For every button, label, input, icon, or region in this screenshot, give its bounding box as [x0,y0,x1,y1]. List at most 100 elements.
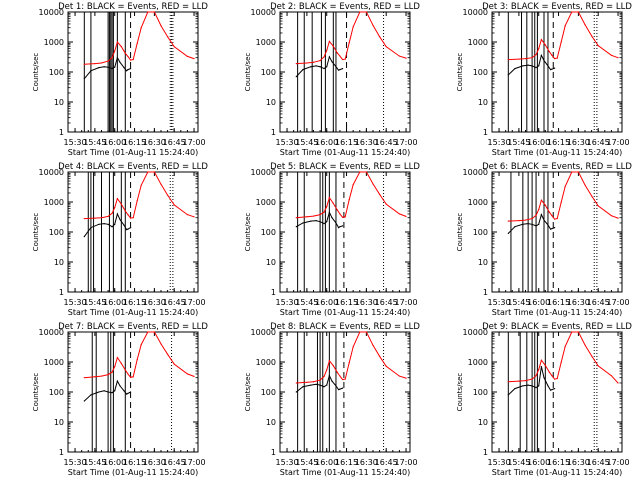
events-data-point [538,65,540,67]
lld-data-point [107,374,109,376]
x-tick-label: 16:15 [123,458,146,467]
events-data-point [507,74,509,76]
events-data-point [123,224,125,226]
events-data-point [107,391,109,393]
events-data-point [319,221,321,223]
x-tick-label: 17:00 [183,298,206,307]
lld-data-point [577,171,579,173]
events-data-point [550,228,552,230]
chart-title: Det 1: BLACK = Events, RED = LLD [58,2,208,12]
events-data-point [550,69,552,71]
lld-data-point [120,362,122,364]
events-data-point [507,394,509,396]
lld-data-point [166,36,169,38]
lld-data-point [538,48,540,50]
lld-data-point [166,194,169,196]
events-data-point [103,390,105,392]
events-data-point [315,383,317,385]
lld-data-point [306,62,308,64]
events-data-point [114,66,116,68]
y-tick-label: 10000 [251,168,276,177]
y-tick-label: 1 [483,288,488,297]
lld-data-point [553,218,556,220]
lld-data-point [186,214,189,216]
x-tick-label: 15:45 [507,458,530,467]
y-axis-label: Counts/sec [32,53,40,92]
lld-data-point [551,375,553,377]
events-data-point [514,387,516,390]
lld-data-point [544,44,546,46]
lld-data-point [336,209,338,211]
lld-series-line [84,171,195,220]
y-tick-label: 1000 [256,198,276,207]
lld-data-point [295,217,297,219]
events-data-point [129,67,132,70]
lld-data-point [524,219,527,221]
lld-data-point [597,45,599,47]
lld-data-point [94,376,96,378]
x-tick-label: 15:45 [83,458,106,467]
lld-data-point [590,195,593,197]
events-data-point [522,385,524,387]
lld-data-point [328,40,330,42]
lld-data-point [378,355,381,357]
lld-data-point [507,220,509,222]
x-tick-label: 16:30 [355,458,378,467]
events-data-point [116,213,118,215]
y-axis-label: Counts/sec [244,53,252,92]
plot-frame [279,11,411,133]
y-tick-label: 10 [478,98,488,107]
x-axis-label: Start Time (01-Aug-11 15:24:40) [68,148,199,157]
x-tick-label: 16:30 [567,458,590,467]
lld-data-point [344,216,346,218]
events-data-point [553,227,556,229]
events-data-point [103,223,105,225]
events-data-point [111,392,113,394]
lld-data-point [524,379,527,382]
lld-data-point [83,217,85,220]
x-tick-label: 17:00 [395,138,418,147]
lld-data-point [531,217,533,220]
lld-data-point [538,368,540,371]
x-tick-label: 15:30 [488,458,511,467]
lld-data-point [328,197,330,199]
y-tick-label: 100 [49,228,64,237]
events-data-point [116,380,118,382]
events-data-point [123,390,125,392]
x-tick-label: 16:00 [527,298,550,307]
y-tick-label: 1 [59,288,64,297]
lld-data-point [100,62,103,64]
y-tick-label: 10 [54,418,64,427]
lld-data-point [114,207,116,209]
lld-data-point [560,361,562,363]
lld-data-point [544,204,546,206]
lld-data-point [323,375,325,378]
lld-data-point [160,25,162,27]
events-data-point [531,223,533,225]
lld-data-point [385,203,387,205]
events-data-point [119,218,121,221]
events-data-point [302,386,304,388]
y-tick-label: 1000 [44,38,64,47]
lld-series-line [508,11,619,61]
lld-data-point [359,331,361,333]
lld-data-point [556,57,558,59]
x-tick-label: 15:30 [488,138,511,147]
lld-data-point [372,344,374,346]
chart-title: Det 6: BLACK = Events, RED = LLD [482,162,632,172]
events-data-point [90,394,92,396]
lld-data-point [132,217,134,219]
lld-data-point [100,375,103,377]
y-tick-label: 10 [478,418,488,427]
y-tick-label: 1000 [256,358,276,367]
lld-data-point [385,46,387,48]
lld-data-point [518,219,520,222]
lld-data-point [312,215,315,217]
lld-data-point [153,331,155,333]
events-data-point [547,385,549,387]
x-axis-label: Start Time (01-Aug-11 15:24:40) [492,308,623,317]
